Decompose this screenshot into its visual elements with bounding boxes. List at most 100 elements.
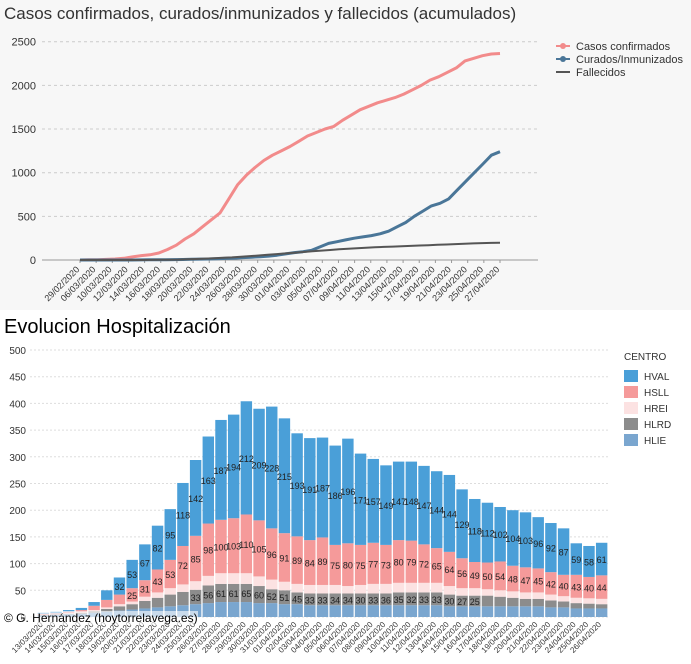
- bar-segment: [443, 606, 456, 617]
- bar-segment: [266, 528, 278, 580]
- bar-segment: [354, 544, 367, 585]
- bar-segment: [532, 517, 544, 569]
- bar-segment: [494, 506, 506, 562]
- bar-value-label: 118: [176, 510, 190, 520]
- bar-segment: [494, 561, 506, 591]
- bar-segment: [354, 605, 367, 617]
- bar-value-label: 118: [468, 526, 482, 536]
- bar-segment: [456, 558, 468, 589]
- bar-segment: [316, 537, 329, 585]
- bar-segment: [291, 583, 303, 593]
- bar-value-label: 129: [455, 520, 470, 530]
- bar-segment: [240, 573, 253, 584]
- bar-segment: [177, 584, 189, 592]
- bar-segment: [519, 567, 532, 593]
- bar-segment: [151, 597, 164, 608]
- bar-segment: [532, 606, 544, 617]
- bar-segment: [583, 598, 595, 604]
- y-tick-label: 300: [9, 453, 26, 464]
- bar-segment: [507, 565, 519, 592]
- bar-value-label: 30: [444, 596, 454, 606]
- bar-value-label: 80: [343, 561, 353, 571]
- bar-segment: [253, 576, 265, 587]
- bar-value-label: 194: [226, 462, 241, 472]
- bar-segment: [304, 540, 316, 585]
- bar-value-label: 73: [381, 560, 391, 570]
- bar-value-label: 112: [480, 529, 494, 539]
- bar-segment: [101, 599, 113, 608]
- bar-value-label: 34: [343, 595, 353, 605]
- bar-segment: [545, 594, 557, 601]
- bar-segment: [570, 543, 582, 575]
- bar-segment: [215, 419, 227, 520]
- bar-segment: [557, 596, 570, 602]
- bar-segment: [227, 518, 240, 574]
- bar-segment: [291, 536, 303, 584]
- bar-segment: [430, 605, 443, 617]
- bar-segment: [456, 595, 468, 607]
- bar-value-label: 228: [264, 463, 279, 473]
- bar-segment: [494, 596, 506, 607]
- bar-value-label: 40: [559, 581, 569, 591]
- bar-segment: [507, 597, 519, 607]
- bar-segment: [570, 574, 582, 598]
- bar-segment: [189, 460, 202, 536]
- bar-segment: [456, 606, 468, 617]
- bar-segment: [392, 461, 405, 541]
- bar-segment: [266, 579, 278, 590]
- chart-cumulative-cases: Casos confirmados, curados/inmunizados y…: [0, 0, 691, 310]
- bar-segment: [266, 603, 278, 617]
- chart-hospitalization-svg: Evolucion Hospitalización050100150200250…: [4, 316, 671, 655]
- bar-value-label: 193: [290, 481, 305, 491]
- bar-segment: [266, 589, 278, 604]
- bar-segment: [278, 533, 291, 582]
- bar-value-label: 50: [482, 572, 492, 582]
- bar-segment: [405, 605, 418, 617]
- bar-segment: [507, 591, 519, 598]
- bar-segment: [113, 577, 126, 595]
- bar-value-label: 105: [252, 544, 267, 554]
- bar-segment: [481, 606, 494, 617]
- bar-segment: [430, 592, 443, 606]
- bar-segment: [329, 445, 341, 545]
- bar-segment: [443, 594, 456, 607]
- bar-segment: [126, 604, 138, 610]
- legend-label: Curados/Inmunizados: [576, 54, 684, 66]
- bar-value-label: 44: [597, 583, 607, 593]
- bar-value-label: 212: [239, 454, 254, 464]
- bar-segment: [595, 598, 608, 605]
- bar-segment: [151, 592, 164, 598]
- bar-segment: [113, 604, 126, 607]
- bar-segment: [88, 602, 100, 606]
- bar-value-label: 82: [153, 544, 163, 554]
- bar-segment: [481, 562, 494, 590]
- bar-value-label: 40: [584, 584, 594, 594]
- bar-segment: [443, 551, 456, 587]
- bar-value-label: 144: [429, 506, 444, 516]
- bar-value-label: 92: [546, 544, 556, 554]
- bar-value-label: 52: [267, 592, 277, 602]
- bar-segment: [278, 590, 291, 605]
- bar-segment: [304, 438, 316, 541]
- bar-segment: [202, 523, 215, 576]
- bar-segment: [189, 589, 202, 605]
- y-tick-label: 500: [9, 346, 26, 357]
- bar-value-label: 102: [493, 530, 508, 540]
- bar-segment: [240, 602, 253, 617]
- bar-segment: [253, 586, 265, 604]
- bar-value-label: 148: [404, 497, 419, 507]
- bar-value-label: 157: [366, 497, 381, 507]
- bar-segment: [240, 401, 253, 515]
- bar-segment: [443, 474, 456, 552]
- bar-segment: [545, 572, 557, 595]
- bar-value-label: 96: [533, 539, 543, 549]
- bar-value-label: 98: [203, 546, 213, 556]
- bar-value-label: 75: [330, 561, 340, 571]
- bar-segment: [202, 575, 215, 586]
- legend-swatch: [624, 370, 638, 382]
- legend-label: HLIE: [644, 436, 667, 447]
- bar-segment: [291, 592, 303, 605]
- bar-segment: [227, 414, 240, 519]
- bar-segment: [405, 461, 418, 541]
- bar-value-label: 33: [419, 595, 429, 605]
